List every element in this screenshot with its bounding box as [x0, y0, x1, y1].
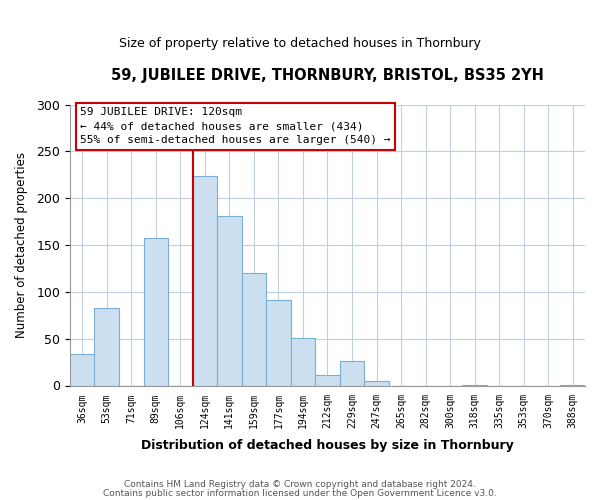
Bar: [290, 338, 315, 386]
X-axis label: Distribution of detached houses by size in Thornbury: Distribution of detached houses by size …: [141, 440, 514, 452]
Bar: [217, 216, 242, 386]
Bar: [266, 300, 290, 386]
Bar: [143, 238, 168, 386]
Text: Contains public sector information licensed under the Open Government Licence v3: Contains public sector information licen…: [103, 488, 497, 498]
Bar: [242, 273, 266, 386]
Y-axis label: Number of detached properties: Number of detached properties: [15, 152, 28, 338]
Bar: [560, 384, 585, 386]
Bar: [94, 308, 119, 386]
Text: 59 JUBILEE DRIVE: 120sqm
← 44% of detached houses are smaller (434)
55% of semi-: 59 JUBILEE DRIVE: 120sqm ← 44% of detach…: [80, 108, 391, 146]
Text: Size of property relative to detached houses in Thornbury: Size of property relative to detached ho…: [119, 38, 481, 51]
Bar: [340, 361, 364, 386]
Bar: [463, 384, 487, 386]
Title: 59, JUBILEE DRIVE, THORNBURY, BRISTOL, BS35 2YH: 59, JUBILEE DRIVE, THORNBURY, BRISTOL, B…: [111, 68, 544, 82]
Bar: [193, 176, 217, 386]
Text: Contains HM Land Registry data © Crown copyright and database right 2024.: Contains HM Land Registry data © Crown c…: [124, 480, 476, 489]
Bar: [315, 375, 340, 386]
Bar: [70, 354, 94, 386]
Bar: [364, 381, 389, 386]
